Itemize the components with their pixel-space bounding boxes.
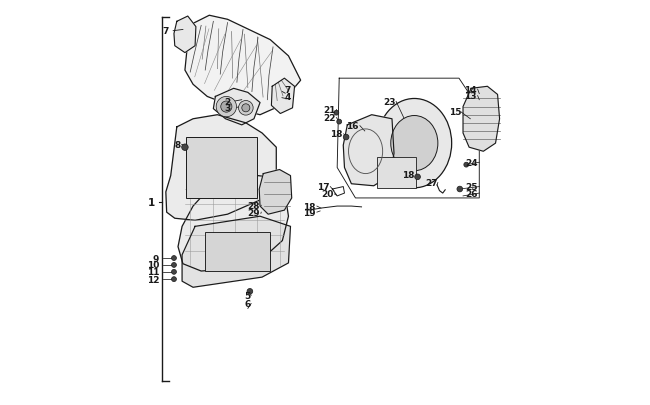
Text: 21: 21 bbox=[323, 106, 335, 115]
Text: 18: 18 bbox=[330, 130, 343, 139]
Text: 4: 4 bbox=[285, 93, 291, 102]
Circle shape bbox=[239, 101, 253, 116]
Text: 18: 18 bbox=[402, 171, 415, 179]
Text: 23: 23 bbox=[384, 98, 396, 107]
Text: 8: 8 bbox=[175, 141, 181, 149]
Text: 7: 7 bbox=[162, 27, 169, 36]
Circle shape bbox=[172, 270, 176, 275]
Text: 25: 25 bbox=[465, 183, 478, 192]
Circle shape bbox=[247, 289, 253, 294]
Text: 17: 17 bbox=[317, 183, 330, 192]
Ellipse shape bbox=[377, 99, 452, 188]
Text: 24: 24 bbox=[465, 158, 478, 167]
Text: 22: 22 bbox=[323, 114, 335, 123]
Text: 13: 13 bbox=[464, 92, 476, 101]
Text: 18: 18 bbox=[304, 202, 316, 211]
Text: 26: 26 bbox=[465, 189, 478, 198]
Polygon shape bbox=[178, 174, 289, 271]
Polygon shape bbox=[272, 79, 294, 114]
Ellipse shape bbox=[391, 116, 438, 171]
Text: 15: 15 bbox=[448, 108, 461, 117]
Text: 7: 7 bbox=[285, 85, 291, 94]
Text: 16: 16 bbox=[346, 122, 359, 131]
Bar bbox=[186, 138, 257, 198]
Text: 5: 5 bbox=[245, 291, 251, 300]
Text: 27: 27 bbox=[425, 179, 437, 188]
Text: 29: 29 bbox=[248, 208, 260, 217]
Polygon shape bbox=[259, 170, 292, 215]
Circle shape bbox=[172, 263, 176, 268]
Circle shape bbox=[172, 256, 176, 261]
Polygon shape bbox=[166, 115, 276, 221]
Text: 19: 19 bbox=[304, 208, 316, 217]
Text: 28: 28 bbox=[248, 201, 260, 210]
Polygon shape bbox=[174, 17, 196, 53]
Bar bbox=[205, 233, 270, 271]
Circle shape bbox=[172, 277, 176, 282]
Text: 6: 6 bbox=[245, 299, 251, 308]
Text: 20: 20 bbox=[321, 190, 333, 199]
Polygon shape bbox=[343, 115, 394, 186]
Text: 10: 10 bbox=[147, 261, 159, 270]
Polygon shape bbox=[213, 89, 260, 126]
Circle shape bbox=[216, 97, 237, 117]
Circle shape bbox=[182, 145, 188, 151]
Circle shape bbox=[343, 135, 349, 141]
Text: 11: 11 bbox=[147, 268, 159, 277]
Circle shape bbox=[337, 120, 342, 125]
Polygon shape bbox=[185, 16, 301, 115]
Bar bbox=[377, 158, 415, 188]
Polygon shape bbox=[463, 87, 500, 152]
Circle shape bbox=[334, 111, 339, 116]
Text: 9: 9 bbox=[152, 254, 159, 263]
Circle shape bbox=[464, 163, 469, 168]
Circle shape bbox=[415, 175, 421, 180]
Circle shape bbox=[221, 102, 232, 113]
Circle shape bbox=[242, 104, 250, 113]
Polygon shape bbox=[182, 217, 291, 288]
Text: 14: 14 bbox=[464, 85, 476, 94]
Text: 1: 1 bbox=[148, 198, 155, 207]
Text: 2: 2 bbox=[224, 98, 231, 107]
Text: 3: 3 bbox=[224, 104, 231, 113]
Text: 12: 12 bbox=[147, 275, 159, 284]
Circle shape bbox=[457, 187, 463, 192]
